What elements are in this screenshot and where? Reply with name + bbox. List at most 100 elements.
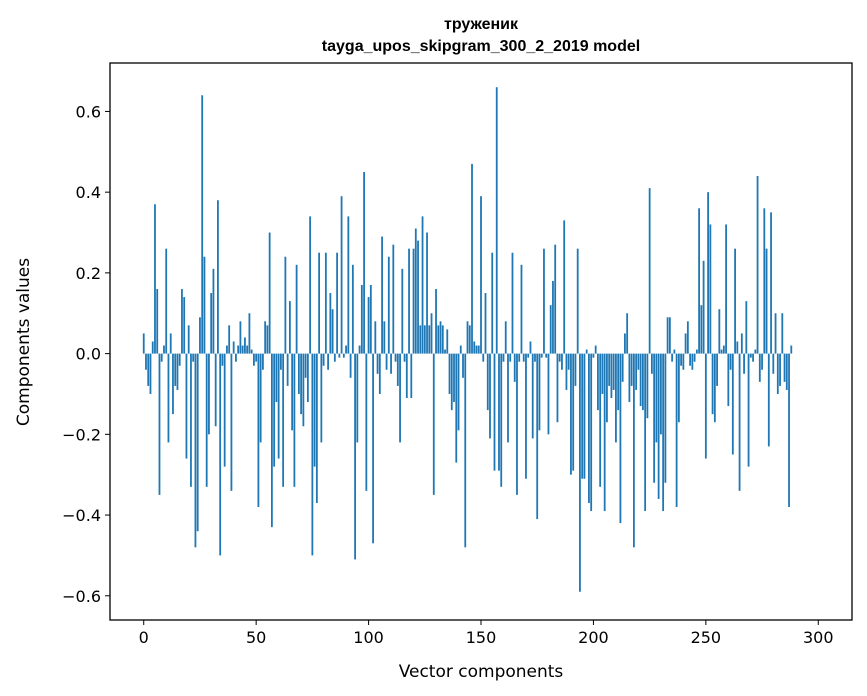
bar (552, 280, 554, 354)
bar (383, 321, 386, 354)
bar (554, 244, 557, 354)
bar (279, 353, 282, 370)
bar (264, 321, 267, 354)
bar (664, 353, 667, 483)
bar (498, 353, 500, 471)
bar (333, 353, 336, 362)
bar (491, 252, 494, 354)
bar (466, 321, 469, 354)
bar (142, 333, 145, 354)
bar (349, 353, 352, 378)
bar (704, 353, 707, 459)
x-tick-label: 150 (466, 628, 497, 647)
bar (297, 353, 300, 394)
bar (235, 353, 237, 362)
bar (262, 353, 264, 370)
y-tick-label: 0.4 (76, 183, 101, 202)
bar (302, 353, 305, 427)
bar (493, 353, 496, 471)
bar (588, 353, 590, 503)
bar (644, 353, 647, 512)
bar (637, 353, 640, 370)
bar (668, 317, 671, 354)
bar (581, 353, 584, 479)
bar (419, 325, 422, 354)
bar (414, 228, 417, 354)
bar (516, 353, 518, 495)
bar (340, 196, 343, 354)
bar (549, 305, 552, 354)
bar (691, 353, 694, 370)
bar (250, 349, 253, 354)
bar (345, 345, 347, 354)
bar (722, 345, 725, 354)
bar (201, 95, 204, 354)
bar (277, 353, 280, 459)
bar (740, 333, 743, 354)
x-tick-label: 0 (139, 628, 149, 647)
y-tick-label: 0.0 (76, 345, 101, 364)
bar (484, 293, 487, 354)
bar (567, 353, 570, 370)
bar (392, 244, 395, 354)
bar (432, 353, 435, 495)
bar (172, 353, 174, 415)
bar (734, 248, 736, 354)
y-tick-label: −0.4 (62, 506, 101, 525)
bar (217, 200, 219, 354)
bar (412, 248, 415, 354)
bar (185, 353, 188, 459)
bar (673, 349, 676, 354)
bar (612, 353, 615, 390)
bar (502, 353, 505, 362)
bar (270, 353, 273, 528)
bar (576, 248, 579, 354)
bar (785, 353, 788, 390)
bar (232, 341, 235, 354)
bar (761, 353, 763, 370)
bar (720, 349, 723, 354)
chart-subtitle: tayga_upos_skipgram_300_2_2019 model (322, 38, 640, 55)
bar (169, 333, 172, 354)
y-axis-ticks: −0.6 −0.4 −0.2 0.0 0.2 0.4 0.6 (62, 102, 110, 606)
bar (165, 248, 168, 354)
bar (749, 353, 752, 358)
bar (563, 220, 566, 354)
bar (439, 321, 442, 354)
bar (410, 353, 413, 399)
bar (428, 325, 431, 354)
bar (309, 216, 312, 354)
bar (311, 353, 314, 556)
bar (374, 321, 377, 354)
bar (783, 353, 786, 382)
bar (208, 353, 210, 435)
bar (151, 341, 154, 354)
bar (358, 345, 361, 354)
bar (282, 353, 285, 487)
bar (192, 353, 195, 362)
bar (376, 353, 379, 374)
bar (599, 353, 602, 487)
bar (372, 353, 374, 544)
bar (738, 353, 741, 491)
bar (160, 353, 163, 362)
bar (399, 353, 401, 443)
bar (495, 87, 498, 354)
bar (594, 345, 597, 354)
bar (167, 353, 170, 443)
bar (509, 353, 512, 362)
bar (147, 353, 150, 386)
bar (464, 353, 467, 548)
bar (423, 325, 426, 354)
bar (711, 353, 714, 415)
bar (183, 297, 186, 354)
bar (181, 289, 183, 354)
bar (194, 353, 197, 548)
bar (752, 353, 754, 362)
bar (716, 353, 718, 386)
bar (367, 297, 370, 354)
bar (579, 353, 581, 592)
bar (421, 216, 424, 354)
bar (747, 353, 750, 467)
bar (457, 353, 460, 431)
